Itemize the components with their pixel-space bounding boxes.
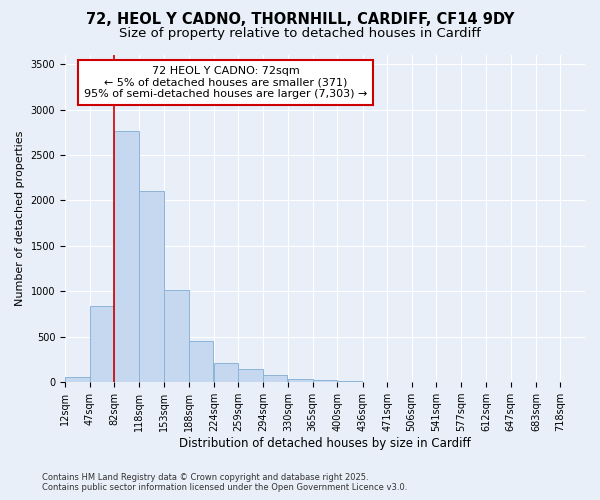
Text: Contains HM Land Registry data © Crown copyright and database right 2025.
Contai: Contains HM Land Registry data © Crown c… — [42, 473, 407, 492]
Bar — [114, 132, 139, 382]
Bar — [139, 192, 164, 382]
Text: 72 HEOL Y CADNO: 72sqm
← 5% of detached houses are smaller (371)
95% of semi-det: 72 HEOL Y CADNO: 72sqm ← 5% of detached … — [84, 66, 367, 99]
Bar — [263, 375, 287, 382]
Bar — [89, 306, 114, 382]
Text: Size of property relative to detached houses in Cardiff: Size of property relative to detached ho… — [119, 28, 481, 40]
Bar — [288, 378, 313, 382]
X-axis label: Distribution of detached houses by size in Cardiff: Distribution of detached houses by size … — [179, 437, 471, 450]
Bar — [313, 380, 337, 382]
Bar — [214, 363, 238, 382]
Bar — [188, 342, 213, 382]
Bar — [164, 290, 188, 382]
Text: 72, HEOL Y CADNO, THORNHILL, CARDIFF, CF14 9DY: 72, HEOL Y CADNO, THORNHILL, CARDIFF, CF… — [86, 12, 514, 28]
Bar — [238, 368, 263, 382]
Bar — [65, 377, 89, 382]
Y-axis label: Number of detached properties: Number of detached properties — [15, 131, 25, 306]
